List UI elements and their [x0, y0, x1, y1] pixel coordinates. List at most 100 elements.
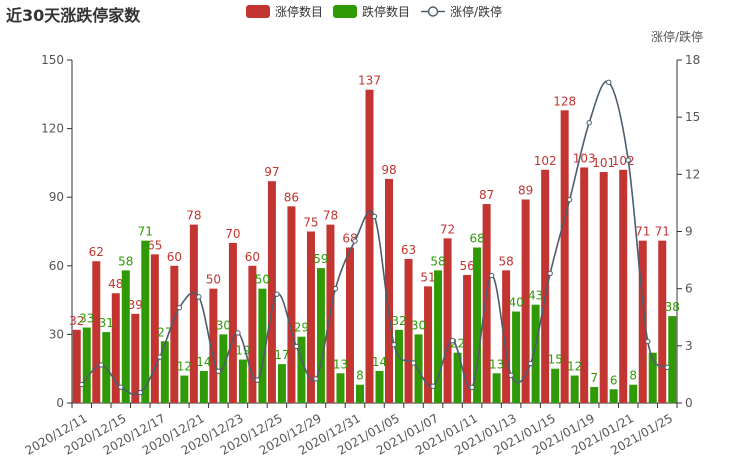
data-label-limit-up: 98 [381, 163, 396, 177]
y-right-axis-name: 涨停/跌停 [651, 29, 703, 44]
bar-limit-up [72, 329, 81, 403]
ratio-point [235, 330, 241, 336]
ratio-point [449, 337, 456, 344]
bar-limit-up [92, 261, 101, 403]
bar-limit-up [306, 231, 315, 403]
ratio-point [118, 384, 124, 390]
bar-limit-up [599, 172, 608, 403]
data-label-limit-up: 39 [128, 298, 143, 312]
ratio-point [157, 354, 163, 360]
ratio-point [215, 368, 222, 374]
data-label-limit-down: 14 [196, 355, 211, 369]
bar-limit-up [658, 240, 667, 403]
data-label-limit-up: 62 [89, 245, 104, 259]
ratio-point [293, 343, 300, 350]
ratio-point [488, 272, 495, 279]
data-label-limit-up: 32 [69, 314, 84, 328]
bar-limit-down [492, 373, 501, 403]
ratio-point [332, 285, 339, 292]
ratio-point [274, 291, 280, 297]
data-label-limit-down: 30 [216, 318, 231, 332]
data-label-limit-up: 71 [635, 225, 650, 239]
ratio-point [645, 338, 651, 345]
bar-limit-down [395, 329, 404, 403]
bar-limit-down [141, 240, 150, 403]
y-left-tick-label: 120 [41, 122, 64, 136]
data-label-limit-down: 58 [118, 254, 133, 268]
data-label-limit-down: 68 [469, 232, 484, 246]
bar-limit-down [238, 359, 247, 403]
data-label-limit-down: 43 [528, 289, 543, 303]
bar-limit-up [209, 288, 218, 403]
y-right-tick-label: 9 [685, 225, 693, 239]
bar-limit-up [580, 167, 589, 403]
y-left-tick-label: 0 [56, 396, 64, 410]
ratio-point [137, 389, 144, 396]
bar-limit-down [375, 370, 384, 403]
data-label-limit-up: 102 [534, 154, 557, 168]
bar-limit-down [336, 373, 345, 403]
bar-limit-down [277, 364, 286, 403]
legend-label: 涨停数目 [275, 4, 323, 19]
ratio-line [81, 80, 668, 396]
data-label-limit-up: 75 [303, 216, 318, 230]
data-label-limit-up: 78 [186, 209, 201, 223]
bar-limit-down [629, 384, 638, 403]
bar-limit-up [502, 270, 511, 403]
bar-limit-up [443, 238, 452, 403]
ratio-point [430, 383, 436, 389]
data-label-limit-up: 63 [401, 243, 416, 257]
chart-title: 近30天涨跌停家数 [6, 6, 141, 25]
legend-marker [427, 6, 439, 17]
data-label-limit-up: 70 [225, 227, 240, 241]
y-left-tick-label: 90 [49, 190, 64, 204]
data-label-limit-down: 59 [313, 252, 328, 266]
data-label-limit-up: 102 [612, 154, 635, 168]
bar-limit-up [541, 169, 550, 403]
bar-limit-up [131, 313, 140, 403]
y-left-tick-label: 30 [49, 327, 64, 341]
data-label-limit-down: 7 [590, 371, 598, 385]
ratio-point [313, 376, 319, 382]
bar-limit-down [648, 352, 657, 403]
data-label-limit-up: 60 [245, 250, 260, 264]
bar-limit-up [228, 242, 237, 403]
bar-limit-up [424, 286, 433, 403]
ratio-point [371, 213, 378, 220]
legend-label: 涨停/跌停 [450, 4, 502, 19]
legend-swatch [333, 5, 357, 18]
ratio-point [508, 372, 514, 379]
data-label-limit-up: 78 [323, 209, 338, 223]
data-label-limit-down: 32 [391, 314, 406, 328]
bar-limit-down [453, 352, 462, 403]
bar-limit-down [355, 384, 364, 403]
ratio-point [527, 360, 534, 367]
bar-limit-down [160, 341, 169, 403]
bar-limit-up [521, 199, 530, 403]
data-label-limit-down: 71 [138, 225, 153, 239]
bar-limit-up [267, 181, 276, 403]
y-right-tick-label: 0 [685, 396, 693, 410]
bar-limit-up [385, 178, 394, 403]
data-label-limit-down: 14 [372, 355, 387, 369]
bar-limit-down [590, 386, 599, 403]
ratio-point [586, 119, 592, 126]
data-label-limit-down: 40 [508, 296, 523, 310]
data-label-limit-down: 50 [255, 273, 270, 287]
data-label-limit-up: 50 [206, 273, 221, 287]
data-label-limit-down: 19 [235, 344, 250, 358]
y-right-tick-label: 12 [685, 167, 700, 181]
bar-limit-down [199, 370, 208, 403]
data-label-limit-up: 51 [420, 270, 435, 284]
data-label-limit-up: 86 [284, 190, 299, 204]
data-label-limit-down: 31 [99, 316, 114, 330]
bar-limit-down [609, 389, 618, 403]
bar-limit-up [560, 110, 569, 403]
bar-limit-up [287, 206, 296, 403]
bar-limit-up [345, 247, 354, 403]
bar-limit-down [414, 334, 423, 403]
data-label-limit-down: 33 [79, 312, 94, 326]
bar-limit-down [551, 368, 560, 403]
